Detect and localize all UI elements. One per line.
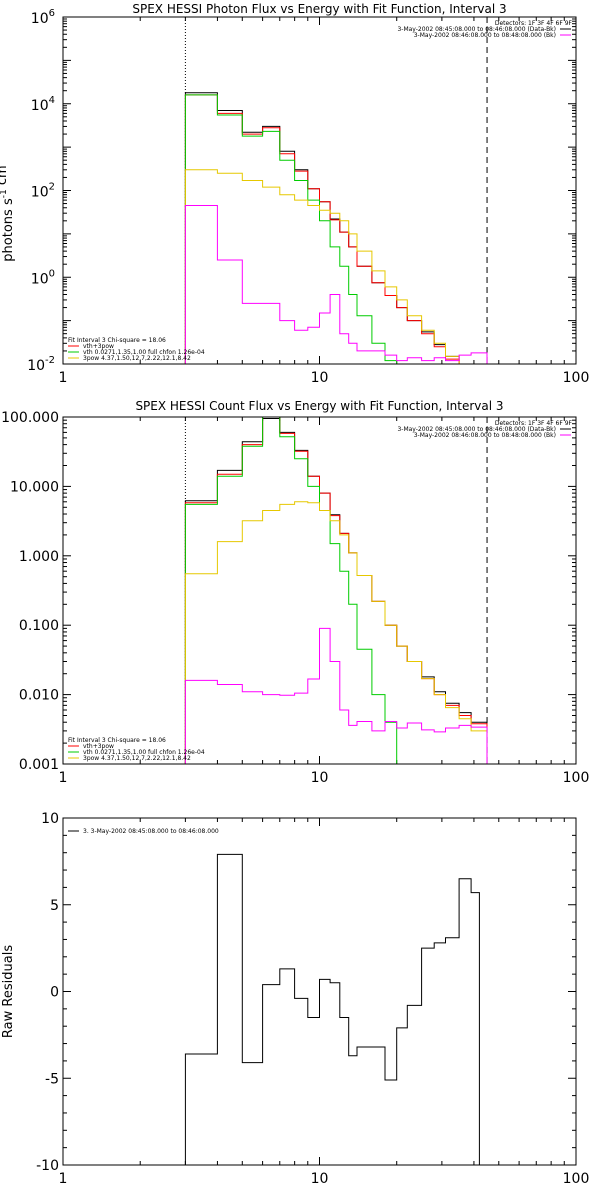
legend-right-entry: Detectors: 1F 3F 4F 6F 9F <box>495 420 573 427</box>
legend-left-entry: 3pow 4.37,1.50,12.7,2.22,12.1,8.42 <box>83 355 191 362</box>
y-tick-label: 0.100 <box>19 618 59 634</box>
x-tick-label: 10 <box>311 1171 329 1187</box>
x-tick-label: 100 <box>563 770 590 786</box>
y-tick-label: 100.000 <box>1 410 59 426</box>
y-tick-label: 10-2 <box>27 355 55 374</box>
series-residual <box>184 853 480 1165</box>
y-tick-label: 10 <box>41 811 59 827</box>
y-tick-label: 0.001 <box>19 757 59 773</box>
y-tick-label: 0.010 <box>19 688 59 704</box>
y-axis-title: Raw Residuals <box>1 945 16 1038</box>
legend-right-entry: 3-May-2002 08:46:08.000 to 08:48:08.000 … <box>414 32 556 39</box>
legend-right-entry: 3-May-2002 08:45:08.000 to 08:46:08.000 … <box>397 26 556 33</box>
x-tick-label: 1 <box>59 770 68 786</box>
legend-left-entry: vth 0.0271,1.35,1.00 full chfon 1.26e-04 <box>83 749 205 756</box>
series-group <box>184 853 480 1165</box>
x-tick-label: 100 <box>563 370 590 386</box>
legend-left-entry: vth 0.0271,1.35,1.00 full chfon 1.26e-04 <box>83 349 205 356</box>
chart-title: SPEX HESSI Photon Flux vs Energy with Fi… <box>132 2 506 16</box>
legend-left-entry: vth+3pow <box>83 343 114 350</box>
y-tick-label: 100 <box>31 268 55 287</box>
y-tick-label: -5 <box>45 1071 59 1087</box>
x-tick-label: 10 <box>311 370 329 386</box>
series-powerlaw <box>184 501 500 764</box>
series-group <box>184 417 500 764</box>
y-tick-label: 1.000 <box>19 549 59 565</box>
series-background <box>184 627 488 764</box>
series-background <box>184 205 488 364</box>
series-powerlaw <box>184 169 472 364</box>
y-tick-label: 102 <box>31 182 55 201</box>
series-total <box>184 417 488 764</box>
plot-frame <box>62 16 577 365</box>
y-tick-label: 10.000 <box>10 479 59 495</box>
legend-left-entry: 3. 3-May-2002 08:45:08.000 to 08:46:08.0… <box>83 828 219 835</box>
y-tick-label: 5 <box>50 898 59 914</box>
y-tick-label: -10 <box>36 1158 59 1174</box>
y-tick-label: 0 <box>50 985 59 1001</box>
x-tick-label: 10 <box>311 770 329 786</box>
x-tick-label: 1 <box>59 370 68 386</box>
legend-right-entry: 3-May-2002 08:46:08.000 to 08:48:08.000 … <box>414 432 556 439</box>
y-tick-label: 106 <box>31 8 55 27</box>
legend-right-entry: Detectors: 1F 3F 4F 6F 9F <box>495 20 573 27</box>
series-group <box>184 92 488 364</box>
plot-frame <box>62 416 577 765</box>
series-data <box>184 418 488 764</box>
series-data <box>184 92 460 364</box>
legend-right-entry: 3-May-2002 08:45:08.000 to 08:46:08.000 … <box>397 426 556 433</box>
legend-left-entry: vth+3pow <box>83 743 114 750</box>
series-thermal <box>184 417 398 764</box>
series-thermal <box>184 94 398 364</box>
x-tick-label: 100 <box>563 1171 590 1187</box>
y-tick-label: 104 <box>31 95 55 114</box>
legend-left-entry: Fit Interval 3 Chi-square = 18.06 <box>68 737 166 744</box>
series-total <box>184 94 460 364</box>
x-tick-label: 1 <box>59 1171 68 1187</box>
chart-panel-count: SPEX HESSI Count Flux vs Energy with Fit… <box>1 399 589 786</box>
legend-left-entry: 3pow 4.37,1.50,12.7,2.22,12.1,8.42 <box>83 755 191 762</box>
chart-title: SPEX HESSI Count Flux vs Energy with Fit… <box>135 399 503 413</box>
chart-panel-residuals: 1 10 100 -10 -5 0 5 10 Raw Residuals 3. 3-May-200… <box>1 811 589 1187</box>
plot-frame <box>62 817 577 1166</box>
legend-left-entry: Fit Interval 3 Chi-square = 18.06 <box>68 337 166 344</box>
y-axis-title: photons s-1 cm-2 keV-1 <box>0 119 16 261</box>
chart-panel-photon: SPEX HESSI Photon Flux vs Energy with Fi… <box>0 2 589 386</box>
